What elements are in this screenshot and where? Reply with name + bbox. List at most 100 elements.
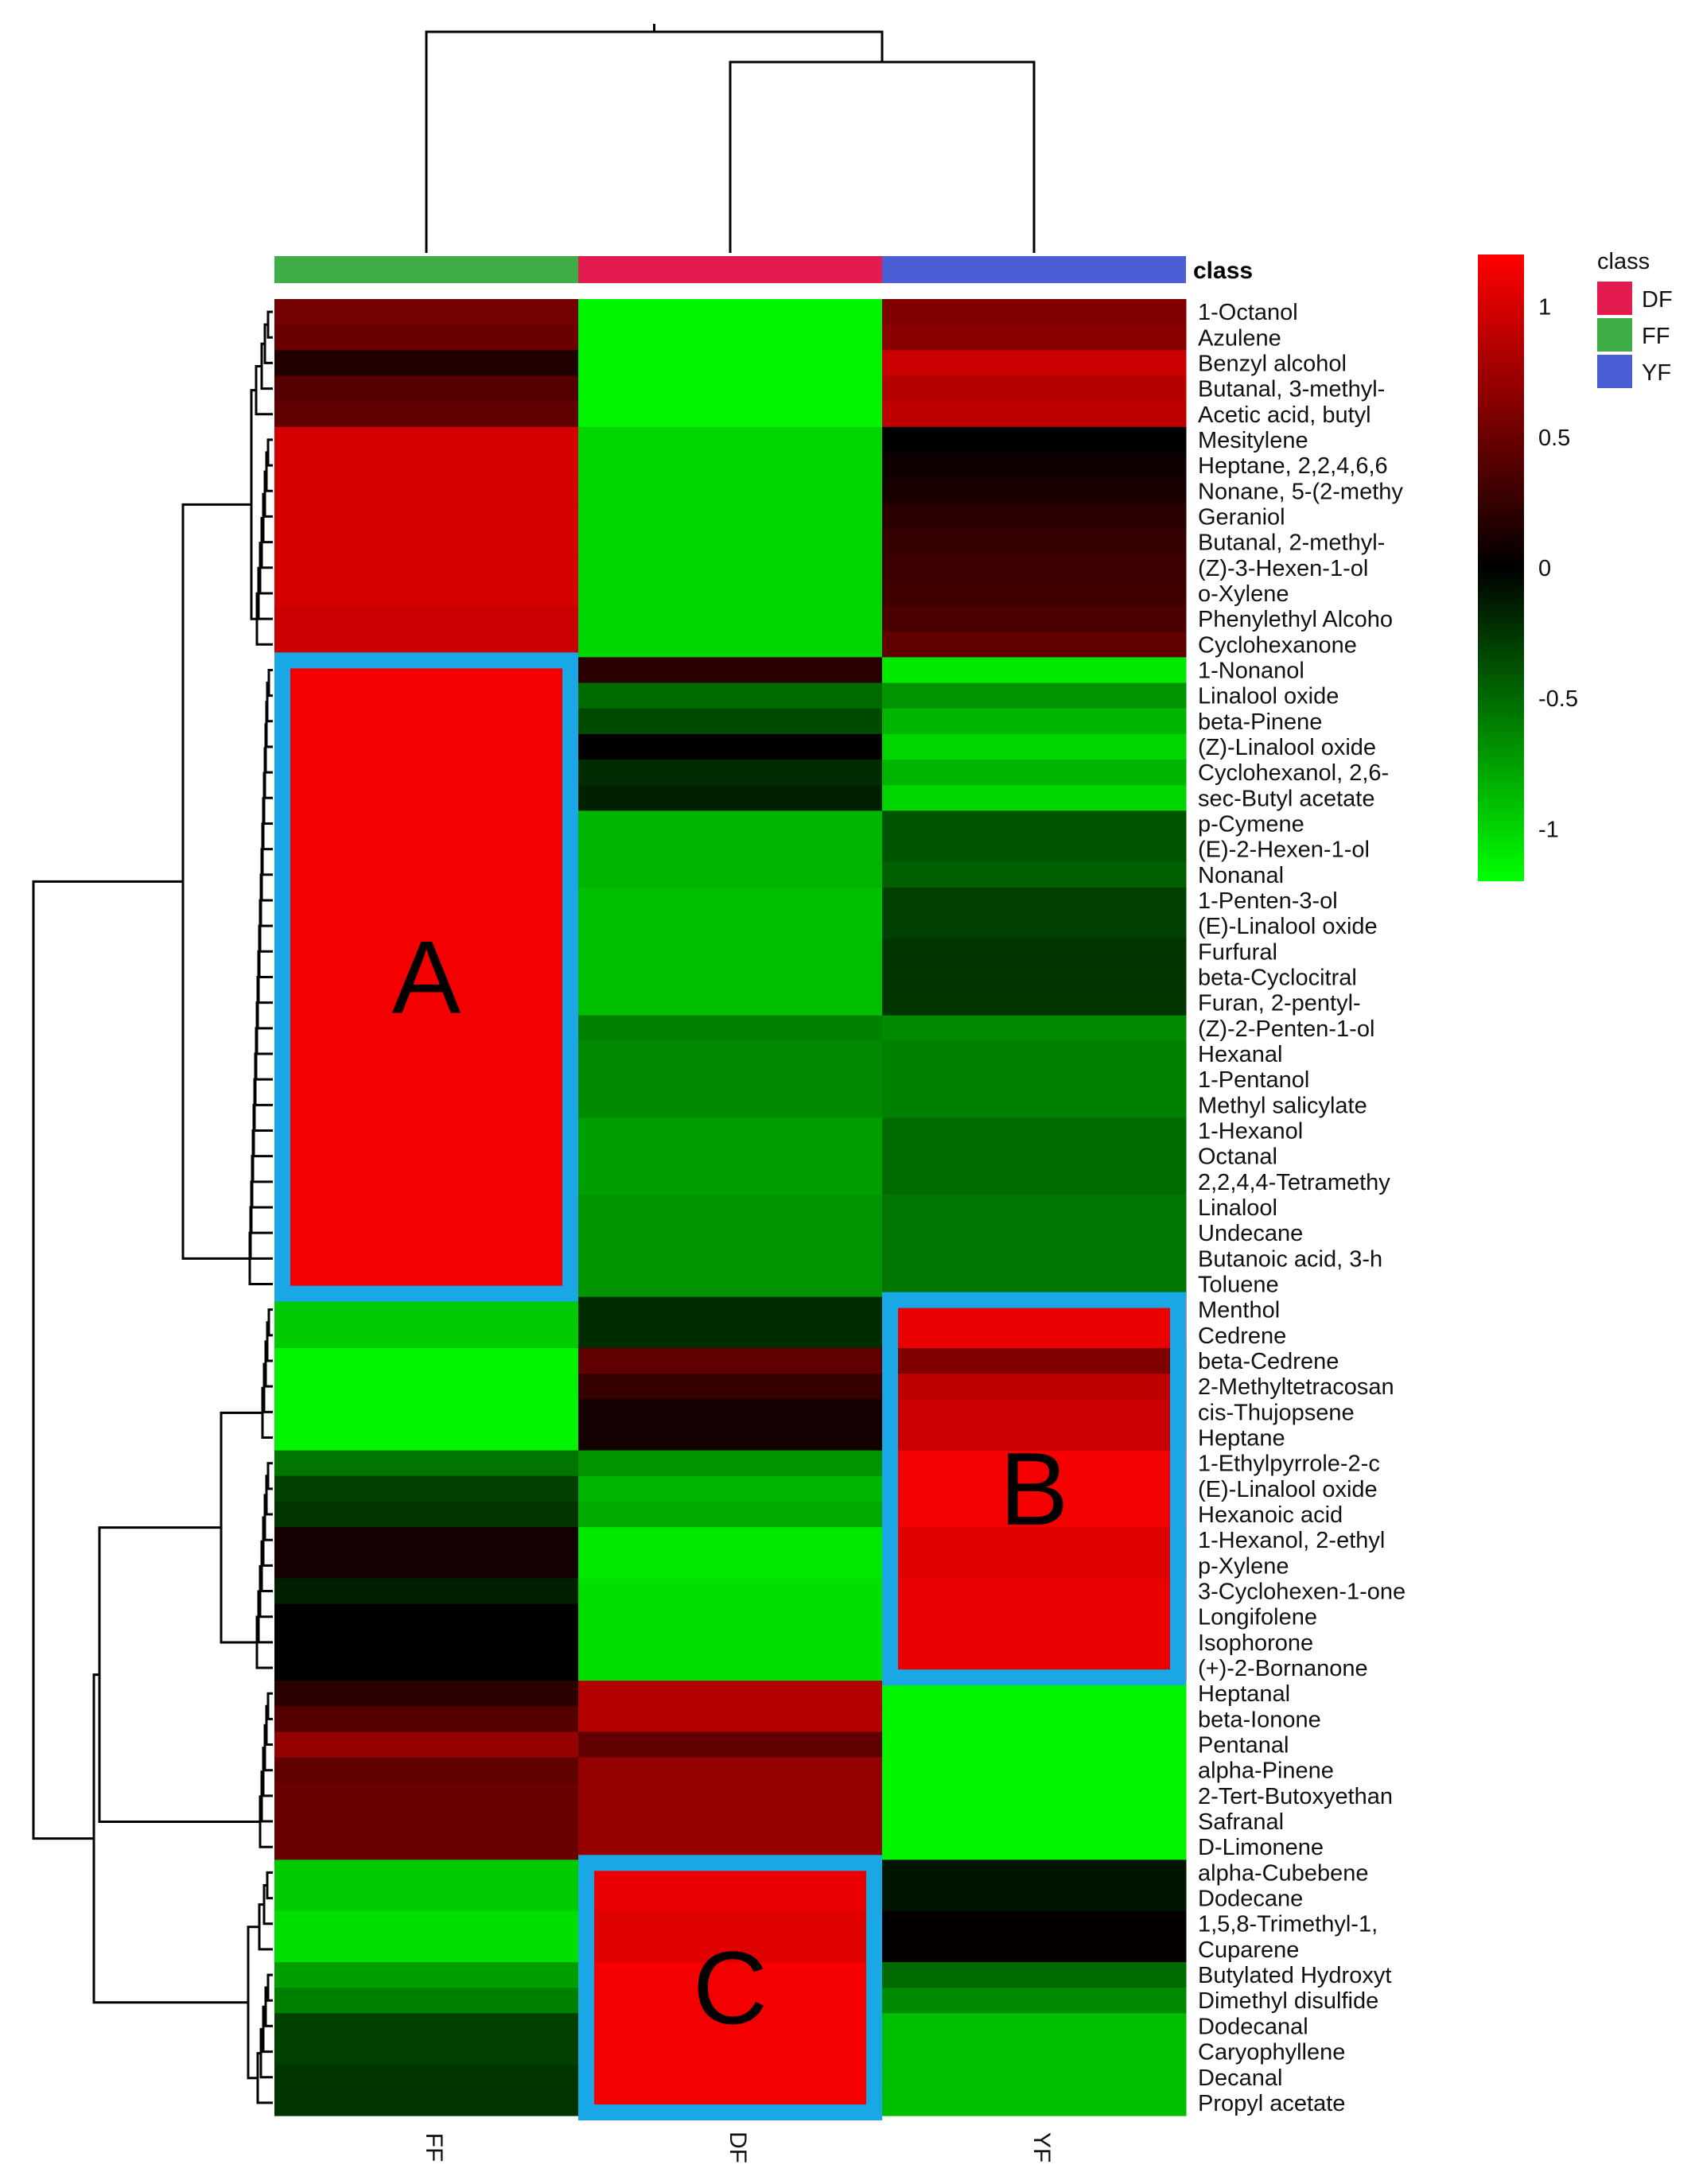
heatmap-cell xyxy=(274,1808,579,1835)
heatmap-cell xyxy=(882,1527,1187,1553)
heatmap-cell xyxy=(274,2064,579,2091)
heatmap-cell xyxy=(882,1194,1187,1221)
row-label: cis-Thujopsene xyxy=(1198,1400,1355,1425)
heatmap-cell xyxy=(274,1424,579,1451)
heatmap-cell xyxy=(882,1603,1187,1630)
row-label: sec-Butyl acetate xyxy=(1198,786,1374,811)
heatmap-cell xyxy=(882,887,1187,914)
heatmap-cell xyxy=(274,861,579,888)
dendrogram-branch xyxy=(729,60,1036,253)
heatmap-cell xyxy=(882,631,1187,658)
heatmap-cell xyxy=(274,1450,579,1477)
heatmap-cell xyxy=(274,606,579,632)
heatmap-cell xyxy=(882,2013,1187,2040)
row-label: Azulene xyxy=(1198,325,1281,351)
row-label: Butanoic acid, 3-h xyxy=(1198,1246,1382,1272)
row-label: o-Xylene xyxy=(1198,581,1289,607)
column-dendrogram xyxy=(425,24,1036,253)
dendrogram-branch xyxy=(220,1411,262,1644)
row-label: Hexanoic acid xyxy=(1198,1502,1343,1528)
row-label: beta-Cyclocitral xyxy=(1198,965,1357,990)
heatmap-cell xyxy=(882,964,1187,991)
heatmap-cell xyxy=(578,580,883,607)
row-label: Heptane xyxy=(1198,1426,1285,1451)
heatmap-cell xyxy=(578,1988,883,2014)
heatmap-cell xyxy=(578,1475,883,1502)
heatmap-cells xyxy=(274,299,1187,2116)
heatmap-cell xyxy=(578,529,883,556)
heatmap-cell xyxy=(882,1246,1187,1273)
row-label: 1-Hexanol xyxy=(1198,1118,1303,1144)
heatmap-cell xyxy=(882,1322,1187,1349)
row-label: Cuparene xyxy=(1198,1937,1299,1963)
heatmap-cell xyxy=(274,1040,579,1067)
heatmap-cell xyxy=(578,989,883,1016)
heatmap-cell xyxy=(882,989,1187,1016)
heatmap-cell xyxy=(882,2064,1187,2091)
heatmap-cell xyxy=(274,1936,579,1963)
heatmap-cell xyxy=(578,606,883,632)
heatmap-cell xyxy=(274,1246,579,1273)
heatmap-cell xyxy=(882,2038,1187,2065)
heatmap-cell xyxy=(578,1322,883,1349)
heatmap-cell xyxy=(882,503,1187,530)
heatmap-cell xyxy=(578,426,883,453)
heatmap-cell xyxy=(578,1296,883,1323)
dendrogram-branch xyxy=(266,1871,273,1900)
heatmap-cell xyxy=(882,1808,1187,1835)
heatmap-cell xyxy=(882,1860,1187,1887)
heatmap-cell xyxy=(274,1194,579,1221)
heatmap-cell xyxy=(578,503,883,530)
row-label: Geraniol xyxy=(1198,504,1285,530)
heatmap-cell xyxy=(274,785,579,811)
class-bar-segment xyxy=(274,256,578,283)
heatmap-cell xyxy=(882,1961,1187,1988)
heatmap-cell xyxy=(274,1885,579,1912)
heatmap-cell xyxy=(882,1706,1187,1733)
row-label: Pentanal xyxy=(1198,1733,1289,1758)
dendrogram-branch xyxy=(266,1692,273,1720)
heatmap-cell xyxy=(274,1475,579,1502)
dendrogram-branch xyxy=(250,389,257,620)
heatmap-cell xyxy=(882,1092,1187,1119)
heatmap-cell xyxy=(882,1757,1187,1784)
row-label: (Z)-Linalool oxide xyxy=(1198,735,1376,760)
row-label: 1-Ethylpyrrole-2-c xyxy=(1198,1451,1380,1477)
row-label: (Z)-3-Hexen-1-ol xyxy=(1198,556,1368,581)
heatmap-cell xyxy=(274,426,579,453)
row-label: 3-Cyclohexen-1-one xyxy=(1198,1580,1405,1605)
heatmap-cell xyxy=(882,1143,1187,1170)
heatmap-cell xyxy=(882,1067,1187,1093)
heatmap-cell xyxy=(274,529,579,556)
heatmap-cell xyxy=(274,1603,579,1630)
heatmap-cell xyxy=(578,733,883,760)
heatmap-cell xyxy=(578,2064,883,2091)
heatmap-cell xyxy=(274,810,579,837)
heatmap-cell xyxy=(578,964,883,991)
column-label: YF xyxy=(1028,2132,1055,2163)
dendrogram-branch xyxy=(265,701,273,748)
row-label: Undecane xyxy=(1198,1221,1303,1246)
dendrogram-branch xyxy=(264,723,273,774)
dendrogram-branch xyxy=(264,1340,273,1388)
color-scale-tick: -1 xyxy=(1538,817,1559,842)
heatmap-cell xyxy=(578,2038,883,2065)
heatmap-cell xyxy=(578,478,883,504)
heatmap-cell xyxy=(274,1399,579,1426)
heatmap-cell xyxy=(274,1347,579,1374)
heatmap-cell xyxy=(578,1603,883,1630)
heatmap-cell xyxy=(882,478,1187,504)
heatmap-cell xyxy=(578,1808,883,1835)
row-label: Nonane, 5-(2-methy xyxy=(1198,479,1403,504)
heatmap-cell xyxy=(274,760,579,786)
heatmap-cell xyxy=(578,1246,883,1273)
heatmap-cell xyxy=(578,1681,883,1707)
row-label: beta-Cedrene xyxy=(1198,1349,1339,1374)
heatmap-cell xyxy=(274,503,579,530)
row-label: Hexanal xyxy=(1198,1042,1282,1067)
heatmap-cell xyxy=(882,760,1187,786)
class-legend-swatch xyxy=(1597,282,1632,315)
heatmap-cell xyxy=(578,375,883,402)
heatmap-cell xyxy=(578,1553,883,1580)
